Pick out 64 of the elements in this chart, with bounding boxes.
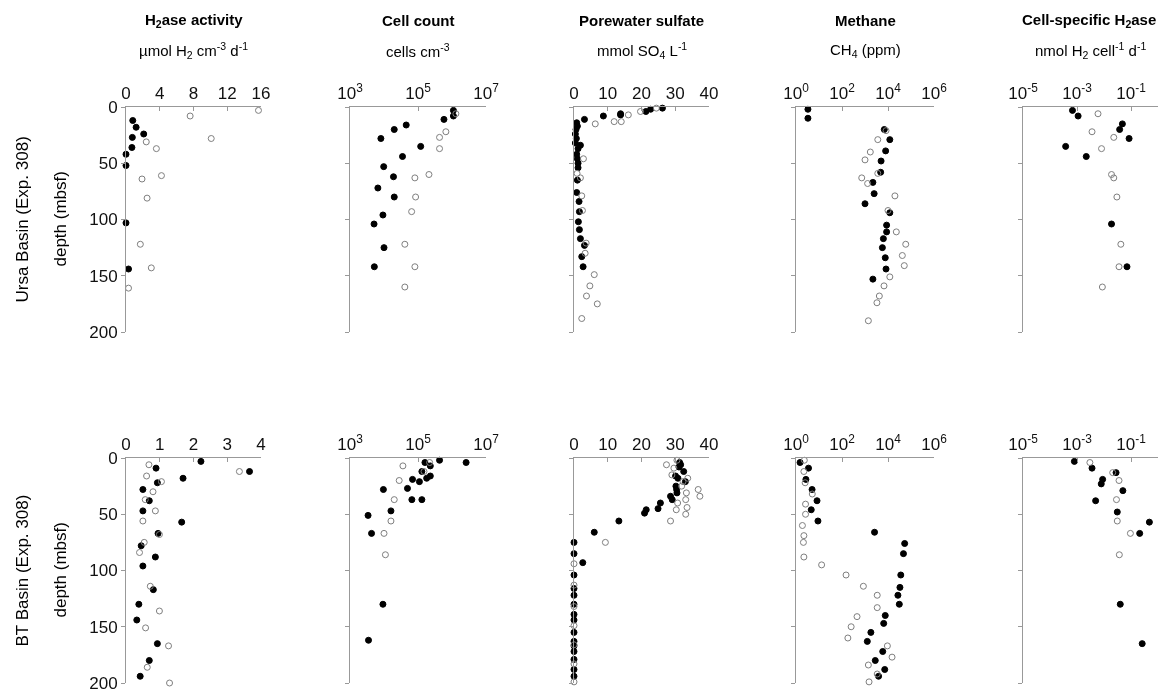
text: BT Basin (Exp. 308) [12,494,32,647]
x-tick-label: 0 [569,84,579,104]
x-axis-title: nmol H$_{2}$ cell$^{-1}$ d$^{-1}$ [1035,40,1147,62]
x-tick-label: 10$^{-1}$ [1116,81,1147,104]
chart-title: Cell-specific H$_{2}$ase [1022,11,1157,31]
x-tick-label: 10$^{3}$ [337,81,364,104]
x-tick-label: 10$^{5}$ [405,81,432,104]
x-tick-label: 0 [121,84,131,104]
y-tick-label: 100 [89,561,118,581]
x-tick-label: 10$^{4}$ [875,432,902,455]
x-tick-label: 10$^{-1}$ [1116,432,1147,455]
x-tick-label: 10$^{4}$ [875,81,902,104]
x-tick-label: 0 [569,435,579,455]
x-tick-label: 10 [598,84,618,104]
chart-title: Methane [835,12,896,29]
y-tick-label: 150 [89,617,118,637]
y-tick-label: 50 [98,154,118,174]
y-axis-title: depth (mbsf) [50,522,70,618]
x-tick-label: 20 [632,84,651,104]
y-tick-label: 0 [108,448,118,468]
x-tick-label: 10$^{7}$ [473,81,500,104]
chart-title: Porewater sulfate [579,12,705,29]
x-tick-label: 10$^{-5}$ [1008,81,1039,104]
chart-title: Cell count [382,12,455,29]
x-tick-label: 10$^{-3}$ [1062,432,1093,455]
x-tick-label: 4 [256,435,266,455]
x-tick-label: 2 [188,435,199,455]
x-tick-label: 16 [251,84,271,104]
x-tick-label: 10$^{3}$ [337,432,364,455]
x-tick-label: 30 [665,84,685,104]
x-tick-label: 1 [155,435,165,455]
x-tick-label: 40 [699,435,719,455]
x-tick-label: 0 [121,435,131,455]
x-axis-title: cells cm$^{-3}$ [386,41,450,61]
x-tick-label: 3 [222,435,232,455]
x-tick-label: 10$^{2}$ [829,432,856,455]
x-tick-label: 10$^{0}$ [783,81,810,104]
x-axis-title: CH$_{4}$ (ppm) [830,41,901,61]
y-axis-title: depth (mbsf) [50,171,70,267]
x-tick-label: 10$^{2}$ [829,81,856,104]
chart-title: H$_{2}$ase activity [145,11,244,31]
y-tick-label: 150 [89,266,118,286]
x-tick-label: 10$^{6}$ [921,432,948,455]
y-tick-label: 200 [89,322,118,342]
x-tick-label: 10$^{5}$ [405,432,432,455]
y-tick-label: 100 [89,210,118,230]
x-tick-label: 10$^{6}$ [921,81,948,104]
x-tick-label: 40 [699,84,719,104]
y-tick-label: 200 [89,673,118,691]
x-tick-label: 10 [598,435,618,455]
x-tick-label: 30 [665,435,685,455]
x-tick-label: 20 [632,435,651,455]
x-tick-label: 8 [188,84,199,104]
x-axis-title: µmol H$_{2}$ cm$^{-3}$ d$^{-1}$ [139,40,249,62]
x-tick-label: 10$^{7}$ [473,432,500,455]
text: Ursa Basin (Exp. 308) [12,136,32,303]
x-tick-label: 10$^{-3}$ [1062,81,1093,104]
x-axis-title: mmol SO$_{4}$ L$^{-1}$ [597,40,688,62]
x-tick-label: 10$^{0}$ [783,432,810,455]
x-tick-label: 12 [217,84,237,104]
x-tick-label: 10$^{-5}$ [1008,432,1039,455]
y-tick-label: 0 [108,97,118,117]
y-tick-label: 50 [98,505,118,525]
x-tick-label: 4 [155,84,165,104]
